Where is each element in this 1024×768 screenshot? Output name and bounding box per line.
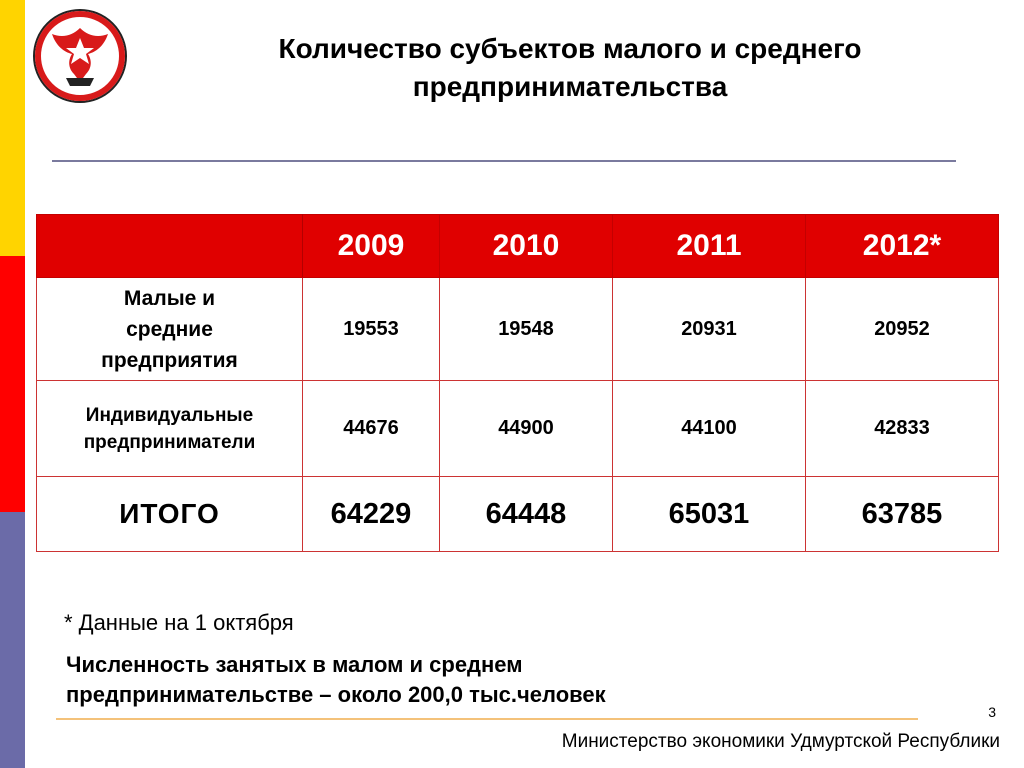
footer-divider xyxy=(56,718,918,720)
summary-line-1: Численность занятых в малом и среднем xyxy=(66,652,523,677)
page-title: Количество субъектов малого и среднего п… xyxy=(140,30,1000,106)
table-header-row: 2009 2010 2011 2012* xyxy=(36,214,999,278)
table-cell: 64229 xyxy=(302,476,440,552)
title-divider xyxy=(52,160,956,162)
side-bar-red xyxy=(0,256,25,512)
employment-summary: Численность занятых в малом и среднем пр… xyxy=(66,650,926,710)
table-cell: 42833 xyxy=(805,380,999,477)
footnote: * Данные на 1 октября xyxy=(64,610,294,635)
table-cell: 19553 xyxy=(302,277,440,381)
row-label-line: ИТОГО xyxy=(119,498,220,529)
table-row-individual-entrepreneurs: Индивидуальные предприниматели 44676 449… xyxy=(36,380,999,477)
side-bar-yellow xyxy=(0,0,25,256)
header-year-2009: 2009 xyxy=(302,214,440,278)
header-empty-cell xyxy=(36,214,303,278)
udmurtia-coat-of-arms-icon xyxy=(33,9,127,103)
table-row-total: ИТОГО 64229 64448 65031 63785 xyxy=(36,476,999,552)
table-cell: 20952 xyxy=(805,277,999,381)
smb-count-table: 2009 2010 2011 2012* Малые и средние пре… xyxy=(36,214,999,552)
table-cell: 20931 xyxy=(612,277,806,381)
row-label-line: Малые и xyxy=(123,286,216,310)
table-cell: 64448 xyxy=(439,476,613,552)
header-year-2011: 2011 xyxy=(612,214,806,278)
summary-line-2: предпринимательстве – около 200,0 тыс.че… xyxy=(66,682,606,707)
title-line-2: предпринимательства xyxy=(412,71,728,102)
header-year-2012: 2012* xyxy=(805,214,999,278)
row-label-line: предприятия xyxy=(101,348,238,372)
row-label: ИТОГО xyxy=(36,476,303,552)
row-label: Малые и средние предприятия xyxy=(36,277,303,381)
header-year-2010: 2010 xyxy=(439,214,613,278)
title-line-1: Количество субъектов малого и среднего xyxy=(278,33,862,64)
table-cell: 63785 xyxy=(805,476,999,552)
table-cell: 44676 xyxy=(302,380,440,477)
table-row-small-medium-enterprises: Малые и средние предприятия 19553 19548 … xyxy=(36,277,999,381)
row-label-line: предприниматели xyxy=(83,431,256,453)
table-cell: 65031 xyxy=(612,476,806,552)
side-bar-blue xyxy=(0,512,25,768)
row-label: Индивидуальные предприниматели xyxy=(36,380,303,477)
table-cell: 19548 xyxy=(439,277,613,381)
row-label-line: средние xyxy=(126,317,213,341)
table-cell: 44900 xyxy=(439,380,613,477)
row-label-line: Индивидуальные xyxy=(85,404,254,426)
page-number: 3 xyxy=(988,704,996,720)
ministry-footer: Министерство экономики Удмуртской Респуб… xyxy=(561,731,1000,752)
table-cell: 44100 xyxy=(612,380,806,477)
